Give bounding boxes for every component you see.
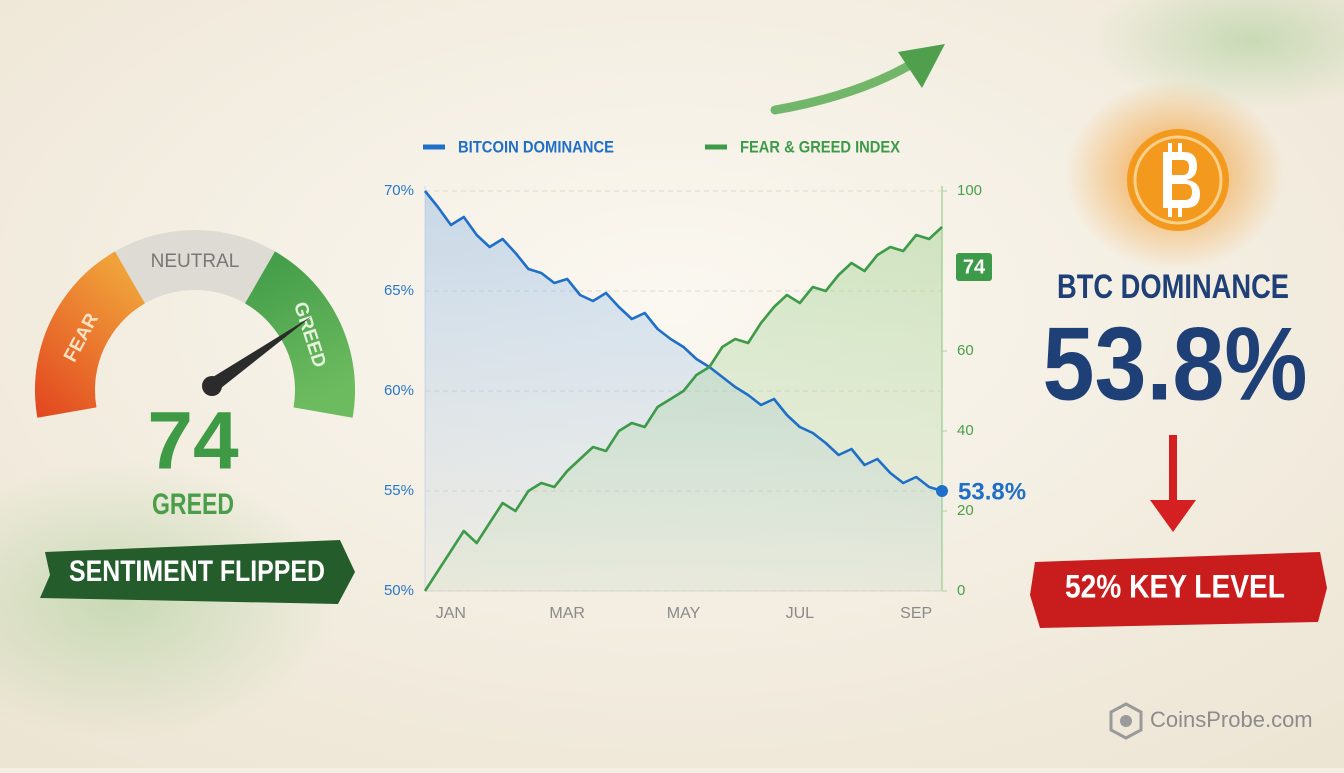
annotation: 74	[963, 256, 986, 278]
gauge-greed	[245, 251, 356, 418]
x-tick-label: SEP	[900, 605, 932, 622]
y-tick-label: 50%	[384, 582, 414, 599]
x-tick-label: MAR	[549, 605, 585, 622]
gauge-needle	[208, 316, 312, 392]
sentiment-banner	[40, 540, 355, 604]
end-dot	[936, 485, 948, 497]
y-tick-label: 65%	[384, 282, 414, 299]
y2-tick-label: 0	[957, 582, 965, 599]
gauge-label: NEUTRAL	[151, 251, 240, 272]
legend-label: BITCOIN DOMINANCE	[458, 137, 614, 156]
x-tick-label: MAY	[667, 605, 701, 622]
y2-tick-label: 40	[957, 422, 974, 439]
down-arrow	[1150, 435, 1196, 532]
btc-title: BTC DOMINANCE	[1057, 268, 1289, 306]
brand-logo	[1109, 702, 1143, 740]
sentiment-score: 74	[147, 396, 239, 487]
gauge: FEAR NEUTRAL GREED	[34, 229, 356, 418]
line	[423, 226, 943, 592]
y-tick-label: 55%	[384, 482, 414, 499]
y2-tick-label: 20	[957, 502, 974, 519]
annotation-tag	[956, 253, 992, 281]
btc-value: 53.8%	[1043, 306, 1308, 422]
y-tick-label: 60%	[384, 382, 414, 399]
line-chart: 50% 55% 60% 65% 70% 0 20 40 60 100 JAN MAR MAY JUL SEP…	[384, 137, 1026, 622]
level-banner	[1030, 552, 1327, 628]
area	[425, 227, 942, 591]
gauge-neutral	[115, 229, 275, 304]
y-tick-label: 70%	[384, 182, 414, 199]
y2-tick-label: 100	[957, 182, 982, 199]
annotation: 53.8%	[958, 478, 1026, 505]
bitcoin-icon	[1127, 129, 1229, 231]
y2-tick-label: 60	[957, 342, 974, 359]
gauge-hub	[202, 376, 222, 396]
x-tick-label: JUL	[786, 605, 815, 622]
x-tick-label: JAN	[436, 605, 466, 622]
line	[423, 190, 943, 493]
banner-text: SENTIMENT FLIPPED	[69, 555, 325, 588]
sentiment-state: GREED	[152, 488, 234, 521]
banner-text: 52% KEY LEVEL	[1065, 568, 1285, 604]
trend-arrow	[770, 44, 945, 115]
legend-label: FEAR & GREED INDEX	[740, 137, 901, 156]
splash	[1090, 0, 1344, 110]
brand-name: CoinsProbe.com	[1150, 707, 1313, 732]
gauge-fear	[34, 251, 145, 418]
